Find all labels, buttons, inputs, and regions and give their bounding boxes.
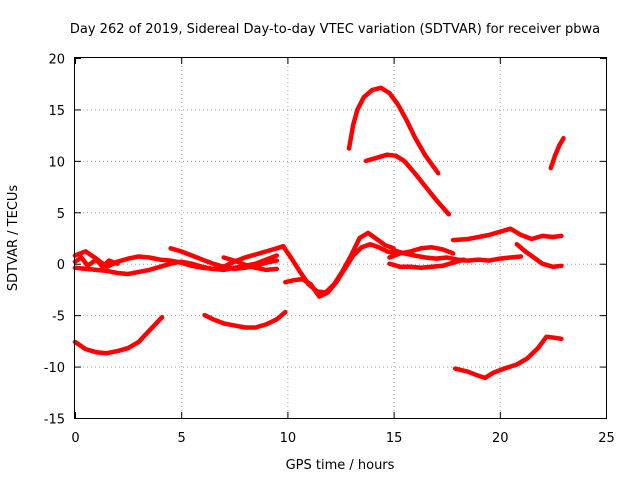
y-axis-label: SDTVAR / TECUs [6,185,21,292]
y-tick-label: 15 [48,104,65,119]
x-tick-label: 0 [71,431,79,446]
y-tick-label: 10 [48,155,65,170]
y-tick-label: -15 [44,413,65,428]
series-line-arc-13 [387,245,456,260]
series-line-arc-9 [283,241,398,299]
series-line-arc-15 [450,226,564,243]
y-tick-label: -5 [52,310,65,325]
y-tick-label: 20 [48,53,65,68]
series-line-arc-11 [363,152,452,217]
plot-frame [74,57,607,419]
y-tick-label: -10 [44,361,65,376]
series-line-arc-18 [548,135,566,171]
series-line-arc-8 [280,230,396,295]
x-axis-label: GPS time / hours [286,458,395,473]
y-tick-label: 0 [57,258,65,273]
x-tick-label: 5 [178,431,186,446]
x-tick-label: 20 [492,431,509,446]
series-line-arc-16 [514,241,564,270]
series-line-arc-14 [387,257,466,271]
series-line-arc-6 [72,314,165,356]
series-line-arc-17 [452,334,564,381]
chart-title: Day 262 of 2019, Sidereal Day-to-day VTE… [70,22,600,37]
data-series [72,85,566,381]
series-line-arc-4 [168,246,280,272]
series-line-arc-5 [221,255,280,273]
y-tick-label: 5 [57,207,65,222]
series-line-arc-10 [346,85,441,176]
axis-ticks: 0 5 10 15 20 25 -15 -10 -5 0 5 10 15 20 [44,53,615,447]
series-line-arc-3 [72,255,120,270]
x-tick-label: 15 [386,431,403,446]
x-tick-label: 25 [598,431,615,446]
series-line-arc-7 [202,309,288,330]
x-tick-label: 10 [280,431,297,446]
